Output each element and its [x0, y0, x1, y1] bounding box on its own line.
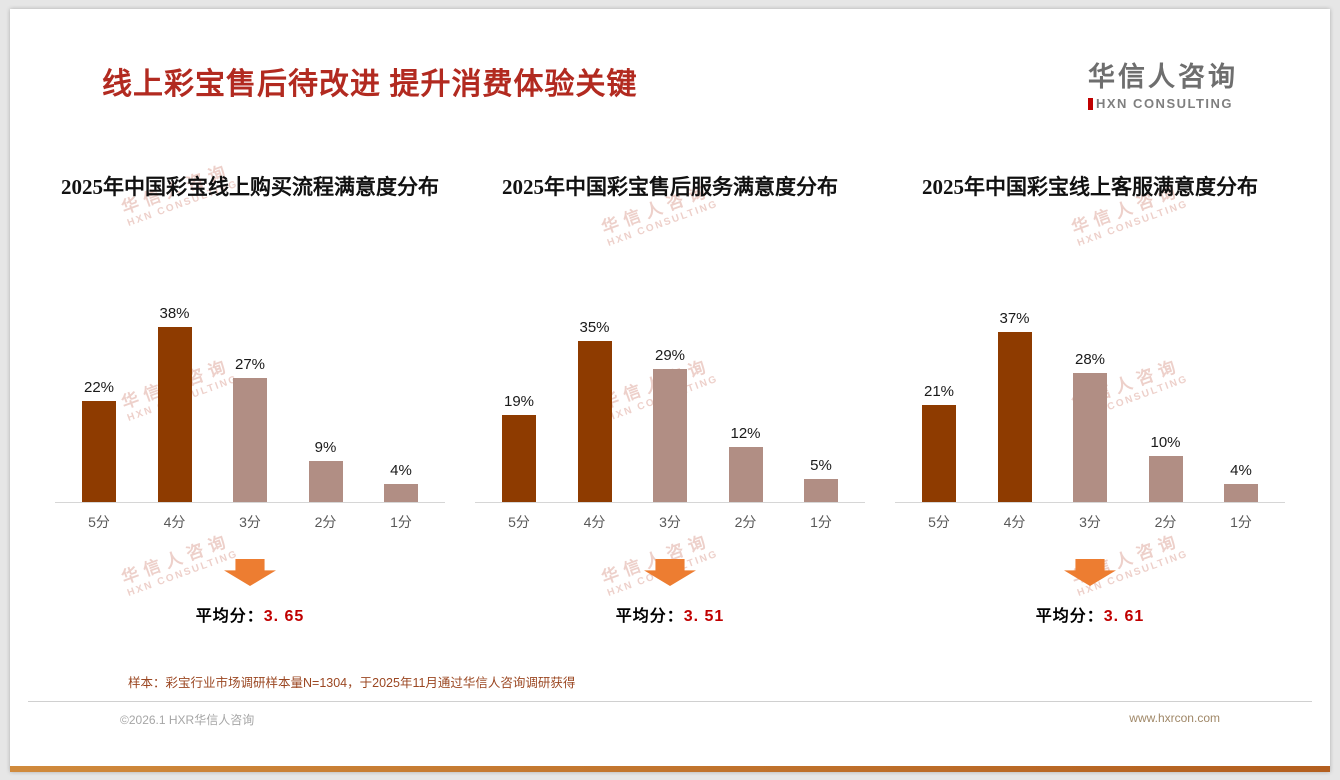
category-label: 5分	[508, 514, 530, 530]
bar-value-label: 19%	[503, 393, 535, 410]
category-label: 4分	[583, 514, 606, 530]
category-labels: 5分 4分 3分 2分 1分	[475, 512, 865, 532]
bar-group: 9%	[308, 439, 344, 502]
bar	[384, 484, 418, 502]
bar-group: 4%	[1223, 462, 1259, 502]
bar-group: 5%	[803, 457, 839, 502]
logo-en-text: HXN CONSULTING	[1096, 96, 1234, 111]
bar	[728, 447, 763, 502]
chart-title: 2025年中国彩宝线上客服满意度分布	[922, 175, 1258, 199]
category-labels: 5分 4分 3分 2分 1分	[895, 512, 1285, 532]
bar	[233, 378, 267, 502]
bar-group: 37%	[997, 310, 1033, 502]
average-score: 平均分：3. 65	[55, 602, 445, 626]
bar-group: 4%	[383, 462, 419, 502]
bar-chart: 2025年中国彩宝售后服务满意度分布 19% 35% 29% 12% 5% 5分 4分 3分 2分…	[475, 173, 865, 626]
bar	[308, 461, 343, 502]
bar	[577, 341, 612, 502]
bar	[997, 332, 1032, 502]
bar	[1073, 373, 1107, 502]
chart-title: 2025年中国彩宝线上购买流程满意度分布	[61, 175, 439, 199]
category-label: 5分	[88, 514, 110, 530]
average-value: 3. 61	[1103, 608, 1145, 625]
bar-chart: 2025年中国彩宝线上购买流程满意度分布 22% 38% 27% 9% 4% 5分 4分 3分 2…	[55, 173, 445, 626]
bar-group: 22%	[81, 379, 117, 502]
bar-value-label: 9%	[314, 439, 337, 456]
charts-row: 2025年中国彩宝线上购买流程满意度分布 22% 38% 27% 9% 4% 5分 4分 3分 2…	[10, 173, 1330, 626]
bar-chart: 2025年中国彩宝线上客服满意度分布 21% 37% 28% 10% 4% 5分 4分 3分 2分…	[895, 173, 1285, 626]
report-slide: 线上彩宝售后待改进 提升消费体验关键 华信人咨询 HXN CONSULTING …	[10, 9, 1330, 772]
bar-group: 27%	[232, 356, 268, 502]
average-label: 平均分：	[195, 608, 264, 625]
bar	[1224, 484, 1258, 502]
bar-group: 10%	[1148, 434, 1184, 502]
category-label: 1分	[390, 514, 412, 530]
category-label: 3分	[239, 514, 261, 530]
bar-group: 38%	[157, 305, 193, 502]
average-label: 平均分：	[615, 608, 684, 625]
page-title: 线上彩宝售后待改进 提升消费体验关键	[102, 68, 638, 101]
bar-value-label: 4%	[1230, 462, 1252, 479]
bar-value-label: 21%	[923, 383, 955, 400]
bar-value-label: 5%	[810, 457, 832, 474]
category-label: 3分	[1079, 514, 1101, 530]
bar-group: 19%	[501, 393, 537, 502]
category-label: 2分	[314, 514, 337, 530]
bar-value-label: 10%	[1150, 434, 1181, 451]
website-url: www.hxrcon.com	[1129, 711, 1220, 725]
bar-value-label: 27%	[234, 356, 266, 373]
bar-value-label: 4%	[390, 462, 412, 479]
average-score: 平均分：3. 51	[475, 602, 865, 626]
down-arrow-icon	[224, 559, 276, 586]
bar-value-label: 28%	[1074, 351, 1106, 368]
category-label: 4分	[1003, 514, 1026, 530]
bar-group: 21%	[921, 383, 957, 502]
bar-value-label: 22%	[83, 379, 115, 396]
category-label: 2分	[734, 514, 757, 530]
category-label: 5分	[928, 514, 950, 530]
logo-en-row: HXN CONSULTING	[1088, 96, 1238, 111]
bar-value-label: 12%	[730, 425, 761, 442]
bar-group: 28%	[1072, 351, 1108, 502]
down-arrow-icon	[644, 559, 696, 586]
bar	[82, 401, 116, 502]
copyright-text: ©2026.1 HXR华信人咨询	[120, 713, 255, 727]
chart-plot: 21% 37% 28% 10% 4%	[895, 245, 1285, 503]
bar-value-label: 38%	[159, 305, 190, 322]
category-labels: 5分 4分 3分 2分 1分	[55, 512, 445, 532]
company-logo: 华信人咨询 HXN CONSULTING	[1088, 55, 1238, 111]
bar-group: 12%	[728, 425, 764, 502]
category-label: 1分	[810, 514, 832, 530]
logo-mark-icon	[1088, 97, 1093, 110]
bar	[1148, 456, 1183, 502]
bar-group: 35%	[577, 319, 613, 502]
bar-group: 29%	[652, 347, 688, 502]
category-label: 1分	[1230, 514, 1252, 530]
category-label: 4分	[163, 514, 186, 530]
bar	[653, 369, 687, 502]
page-footer: ©2026.1 HXR华信人咨询 www.hxrcon.com	[28, 701, 1312, 728]
average-value: 3. 65	[263, 608, 305, 625]
average-score: 平均分：3. 61	[895, 602, 1285, 626]
header: 线上彩宝售后待改进 提升消费体验关键 华信人咨询 HXN CONSULTING	[10, 9, 1330, 111]
category-label: 2分	[1154, 514, 1177, 530]
bar	[804, 479, 838, 502]
bar-value-label: 35%	[579, 319, 610, 336]
bar	[922, 405, 956, 502]
chart-plot: 22% 38% 27% 9% 4%	[55, 245, 445, 503]
sample-footnote: 样本：彩宝行业市场调研样本量N=1304，于2025年11月通过华信人咨询调研获…	[128, 676, 576, 690]
chart-title: 2025年中国彩宝售后服务满意度分布	[502, 175, 838, 199]
down-arrow-icon	[1064, 559, 1116, 586]
chart-plot: 19% 35% 29% 12% 5%	[475, 245, 865, 503]
bar-value-label: 37%	[999, 310, 1030, 327]
average-value: 3. 51	[683, 608, 725, 625]
average-label: 平均分：	[1035, 608, 1104, 625]
bar-value-label: 29%	[654, 347, 686, 364]
logo-cn-text: 华信人咨询	[1088, 62, 1238, 92]
bar	[502, 415, 536, 502]
category-label: 3分	[659, 514, 681, 530]
bar	[157, 327, 192, 502]
